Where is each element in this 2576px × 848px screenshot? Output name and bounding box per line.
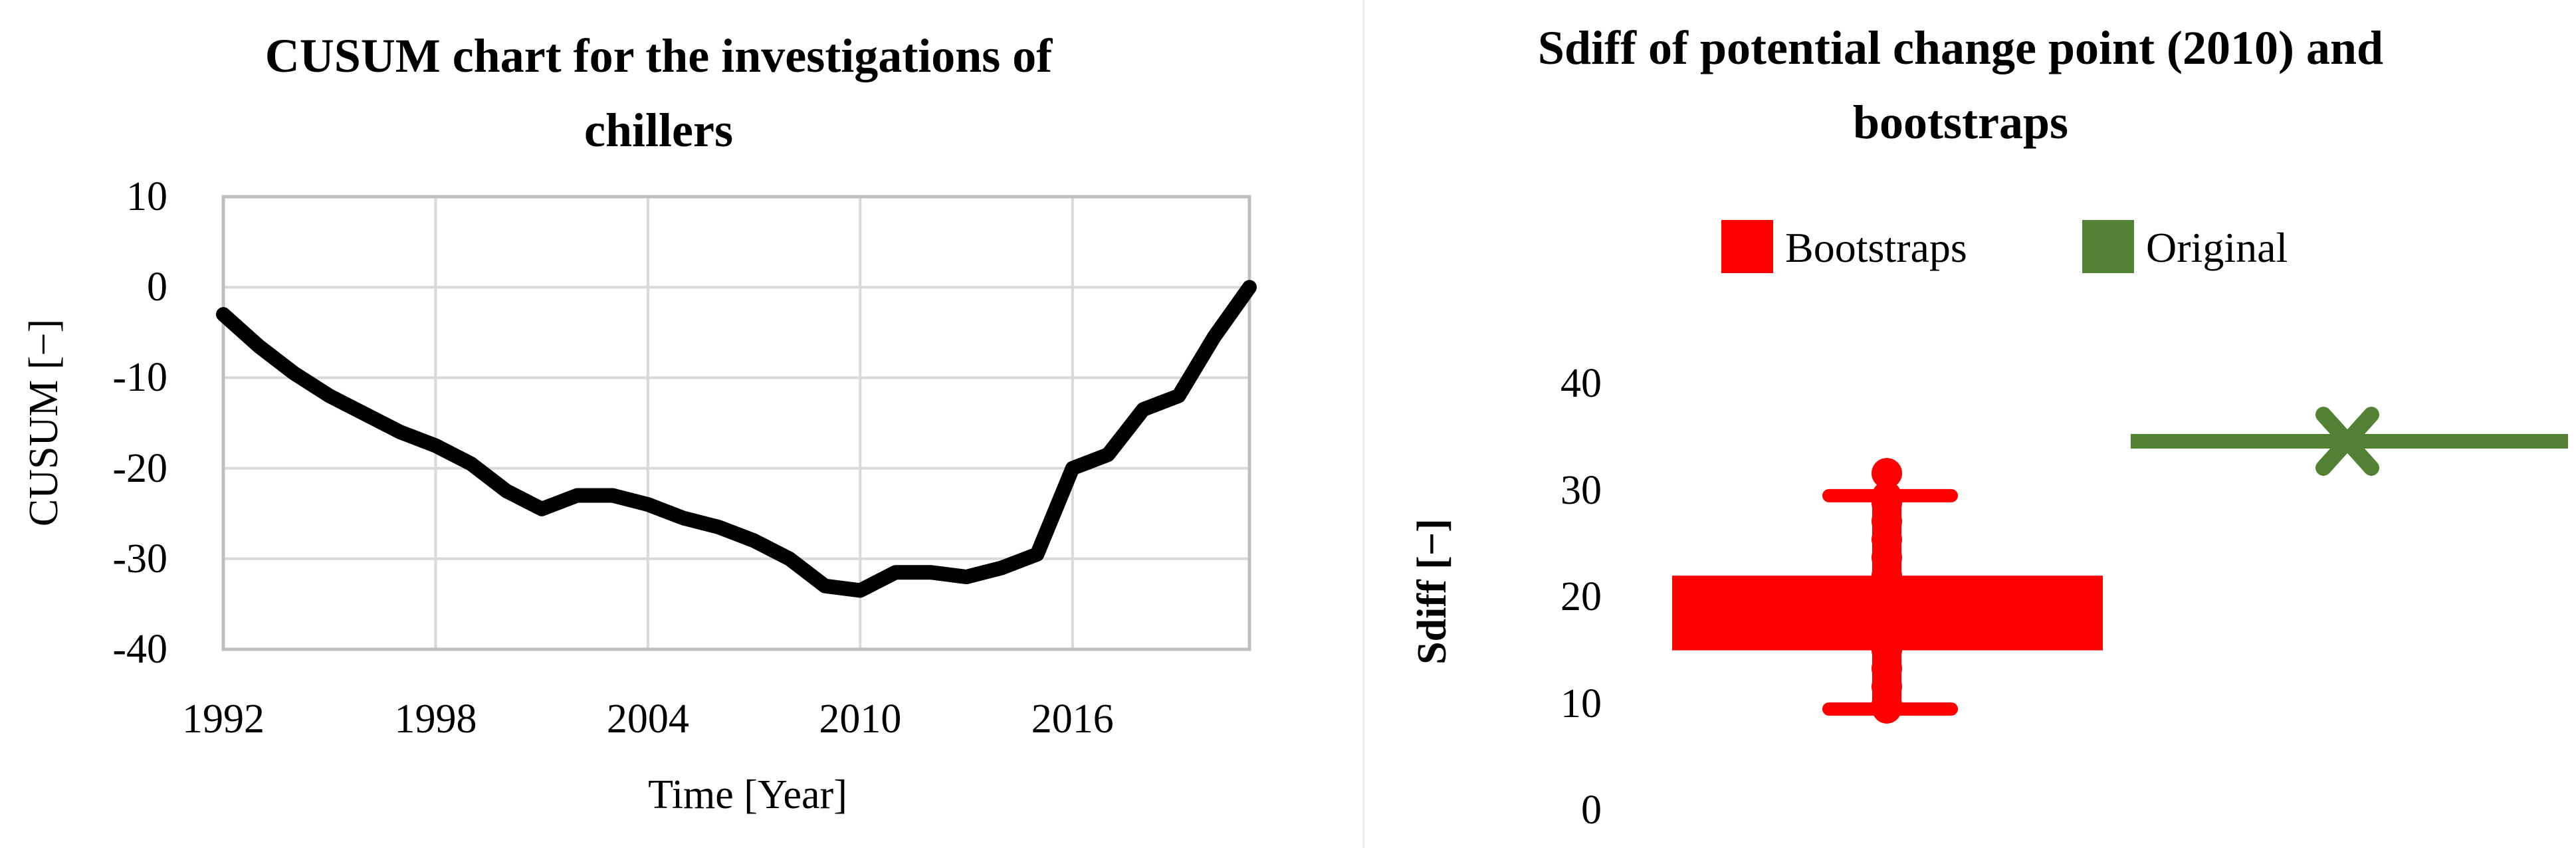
right-chart-title-line2: bootstraps <box>1852 96 2069 149</box>
bootstrap-outlier-point <box>1872 458 1902 489</box>
left-x-axis-title: Time [Year] <box>648 772 847 817</box>
left-x-tick-label: 1998 <box>394 696 477 742</box>
bootstrap-box <box>1672 576 2103 651</box>
legend-label-bootstraps: Bootstraps <box>1785 224 1967 271</box>
right-y-tick-label: 0 <box>1581 788 1602 833</box>
left-y-tick-label: 0 <box>147 265 167 310</box>
left-y-tick-label: -20 <box>112 445 167 491</box>
left-chart-title-line1: CUSUM chart for the investigations of <box>265 29 1053 82</box>
left-x-tick-label: 2004 <box>606 696 689 742</box>
left-plot-border <box>221 195 1251 651</box>
legend-swatch-original <box>2082 220 2134 273</box>
left-x-tick-label: 2016 <box>1031 696 1114 742</box>
left-chart-title: CUSUM chart for the investigations of ch… <box>0 19 1317 167</box>
left-y-tick-label: 10 <box>126 174 167 219</box>
cusum-line-series <box>216 280 1257 598</box>
left-x-tick-label: 1992 <box>182 696 265 742</box>
left-chart-title-line2: chillers <box>584 104 733 157</box>
panel-divider <box>1362 0 1364 848</box>
original-x-marker <box>2315 406 2379 476</box>
right-y-tick-label: 40 <box>1560 361 1602 407</box>
left-y-tick-label: -10 <box>112 355 167 401</box>
legend-label-original: Original <box>2146 224 2288 271</box>
right-y-tick-label: 30 <box>1560 467 1602 513</box>
right-y-tick-label: 10 <box>1560 681 1602 726</box>
right-chart-title-line1: Sdiff of potential change point (2010) a… <box>1537 21 2384 74</box>
right-chart-title: Sdiff of potential change point (2010) a… <box>1342 11 2576 159</box>
left-y-tick-label: -30 <box>112 536 167 582</box>
left-y-tick-label: -40 <box>112 627 167 672</box>
left-y-axis-title: CUSUM [−] <box>21 318 66 527</box>
left-x-tick-label: 2010 <box>819 696 902 742</box>
legend-swatch-bootstraps <box>1721 220 1773 273</box>
right-y-tick-label: 20 <box>1560 574 1602 620</box>
